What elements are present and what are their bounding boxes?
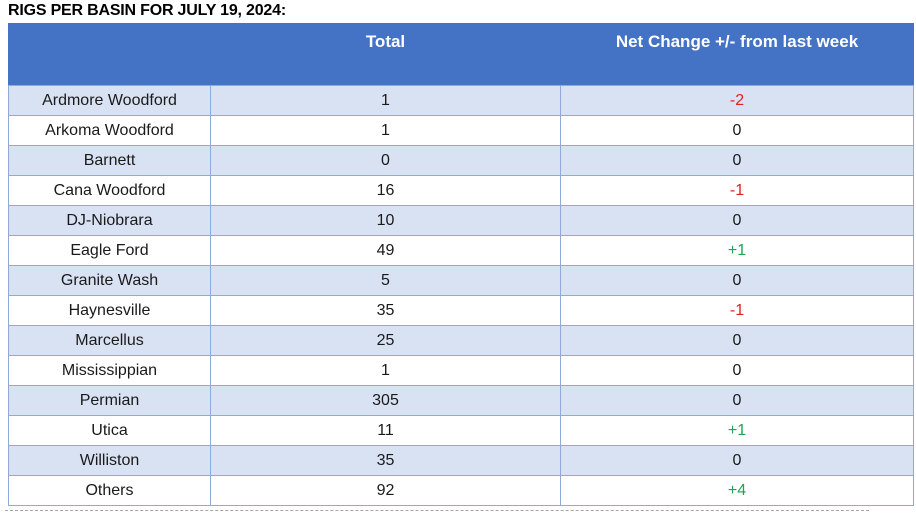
total-cell: 49: [210, 235, 561, 266]
dashed-divider: [5, 510, 869, 511]
total-cell: 35: [210, 295, 561, 326]
table-row: Barnett 0 0: [8, 145, 914, 176]
net-change-cell: -1: [560, 175, 914, 206]
net-change-cell: 0: [560, 385, 914, 416]
net-change-cell: 0: [560, 205, 914, 236]
table-row: DJ-Niobrara 10 0: [8, 205, 914, 236]
net-change-cell: -1: [560, 295, 914, 326]
table-row: Arkoma Woodford 1 0: [8, 115, 914, 146]
net-change-cell: 0: [560, 445, 914, 476]
basin-cell: Utica: [8, 415, 211, 446]
table-row: Mississippian 1 0: [8, 355, 914, 386]
total-cell: 5: [210, 265, 561, 296]
table-row: Williston 35 0: [8, 445, 914, 476]
total-cell: 1: [210, 115, 561, 146]
table-row: Ardmore Woodford 1 -2: [8, 85, 914, 116]
table-row: Utica 11 +1: [8, 415, 914, 446]
page-title: RIGS PER BASIN FOR JULY 19, 2024:: [8, 2, 286, 19]
basin-cell: Permian: [8, 385, 211, 416]
total-cell: 0: [210, 145, 561, 176]
basin-cell: Ardmore Woodford: [8, 85, 211, 116]
total-cell: 1: [210, 355, 561, 386]
net-change-cell: 0: [560, 325, 914, 356]
total-cell: 305: [210, 385, 561, 416]
basin-cell: Cana Woodford: [8, 175, 211, 206]
total-cell: 11: [210, 415, 561, 446]
total-cell: 25: [210, 325, 561, 356]
basin-cell: Williston: [8, 445, 211, 476]
basin-cell: Eagle Ford: [8, 235, 211, 266]
table-row: Others 92 +4: [8, 475, 914, 506]
basin-cell: Haynesville: [8, 295, 211, 326]
total-cell: 1: [210, 85, 561, 116]
basin-cell: Others: [8, 475, 211, 506]
net-change-cell: 0: [560, 145, 914, 176]
basin-cell: Barnett: [8, 145, 211, 176]
net-change-cell: 0: [560, 265, 914, 296]
net-change-cell: +1: [560, 235, 914, 266]
net-change-cell: 0: [560, 355, 914, 386]
table-row: Granite Wash 5 0: [8, 265, 914, 296]
net-change-cell: +4: [560, 475, 914, 506]
total-cell: 92: [210, 475, 561, 506]
table-row: Marcellus 25 0: [8, 325, 914, 356]
basin-cell: Mississippian: [8, 355, 211, 386]
column-header-total: Total: [210, 23, 561, 86]
table-row: Cana Woodford 16 -1: [8, 175, 914, 206]
net-change-cell: +1: [560, 415, 914, 446]
net-change-cell: -2: [560, 85, 914, 116]
total-cell: 10: [210, 205, 561, 236]
table-row: Permian 305 0: [8, 385, 914, 416]
column-header-basin: [8, 23, 211, 86]
basin-cell: DJ-Niobrara: [8, 205, 211, 236]
basin-cell: Marcellus: [8, 325, 211, 356]
total-cell: 16: [210, 175, 561, 206]
table-row: Haynesville 35 -1: [8, 295, 914, 326]
table-row: Eagle Ford 49 +1: [8, 235, 914, 266]
rigs-per-basin-table: Total Net Change +/- from last week Ardm…: [8, 23, 914, 506]
basin-cell: Granite Wash: [8, 265, 211, 296]
basin-cell: Arkoma Woodford: [8, 115, 211, 146]
column-header-net-change: Net Change +/- from last week: [560, 23, 914, 86]
header-row: Total Net Change +/- from last week: [8, 23, 914, 86]
total-cell: 35: [210, 445, 561, 476]
net-change-cell: 0: [560, 115, 914, 146]
